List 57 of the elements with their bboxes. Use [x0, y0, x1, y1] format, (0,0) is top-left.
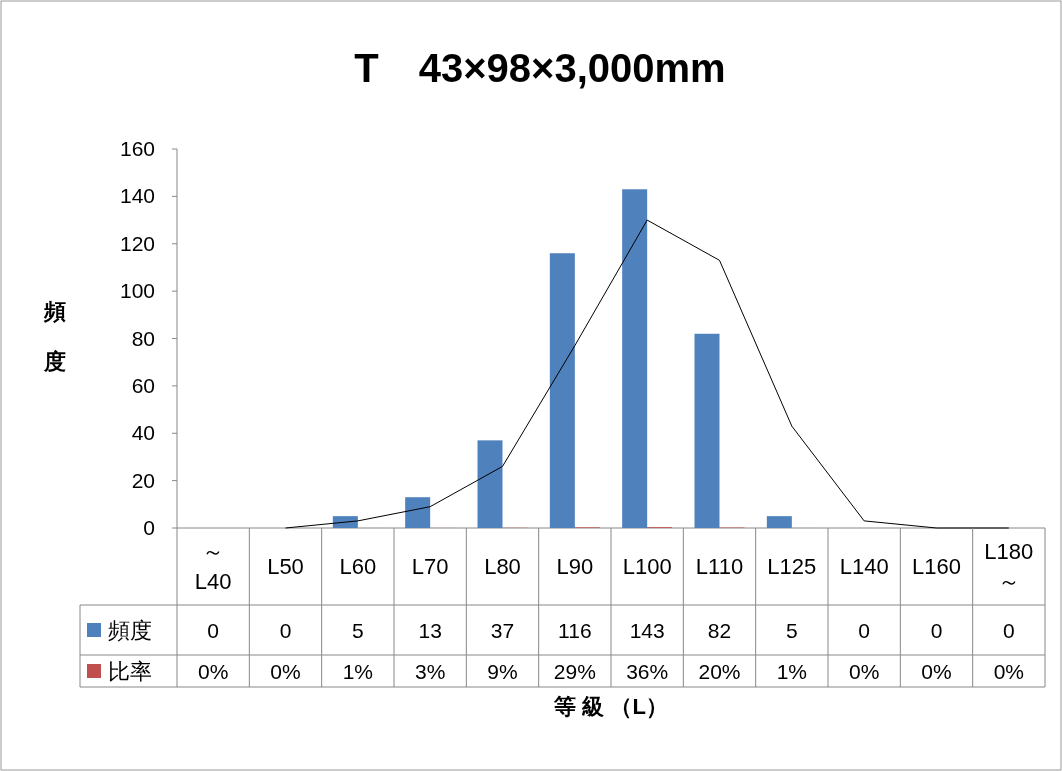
data-label: 5	[785, 619, 798, 642]
x-tick-label: L100	[622, 553, 672, 579]
data-label: 0%	[993, 660, 1025, 683]
y-tick-label: 160	[119, 137, 155, 160]
x-tick-label: L180 ～	[984, 538, 1034, 594]
y-tick-label: 40	[131, 421, 155, 445]
data-label: 1%	[776, 660, 808, 683]
data-label: 0	[279, 619, 292, 642]
bar	[405, 497, 431, 528]
line-series	[285, 219, 1010, 529]
data-label: 1%	[342, 660, 374, 683]
data-label: 143	[629, 619, 665, 642]
bar	[477, 440, 503, 528]
chart-title: T 43×98×3,000mm	[354, 46, 726, 90]
data-label: 82	[707, 619, 732, 642]
data-label: 36%	[626, 660, 669, 683]
x-tick-label: L60	[339, 553, 377, 579]
data-label: 0	[207, 619, 220, 642]
x-tick-label: L90	[556, 553, 594, 579]
data-label: 0%	[921, 660, 952, 683]
y-tick-label: 0	[143, 516, 155, 539]
x-tick-label: L50	[267, 553, 304, 579]
y-tick-label: 60	[131, 373, 155, 397]
x-tick-label: ～ L40	[194, 538, 232, 594]
y-axis-title: 頻度	[43, 298, 66, 374]
data-label: 0%	[848, 660, 880, 683]
data-label: 0%	[270, 660, 301, 683]
data-label: 37	[490, 619, 515, 642]
x-tick-label: L125	[767, 553, 817, 579]
y-tick-label: 20	[131, 468, 155, 492]
data-label: 0%	[197, 660, 229, 683]
x-tick-label: L110	[695, 553, 744, 579]
data-label: 0	[858, 619, 871, 642]
x-tick-label: L160	[912, 553, 961, 579]
x-axis-title: 等 級 （L）	[553, 694, 668, 719]
data-label: 5	[351, 619, 364, 642]
data-label: 3%	[414, 660, 446, 683]
data-label: 0	[930, 619, 943, 642]
legend-label: 比率	[108, 659, 152, 684]
data-label: 116	[558, 619, 592, 642]
bar	[766, 516, 792, 528]
data-label: 13	[418, 619, 442, 642]
data-label: 20%	[698, 660, 741, 683]
legend-label: 頻度	[108, 618, 152, 643]
x-tick-label: L80	[484, 553, 521, 579]
bar	[622, 189, 648, 528]
y-tick-label: 80	[131, 326, 155, 350]
data-label: 9%	[487, 660, 518, 683]
bar	[694, 333, 720, 528]
y-tick-label: 120	[119, 231, 155, 255]
x-tick-label: L140	[839, 553, 889, 579]
y-tick-label: 100	[119, 279, 155, 303]
data-label: 0	[1002, 619, 1015, 642]
x-tick-label: L70	[411, 553, 449, 579]
data-label: 29%	[553, 660, 596, 683]
y-tick-label: 140	[119, 184, 155, 208]
bar	[549, 253, 575, 528]
